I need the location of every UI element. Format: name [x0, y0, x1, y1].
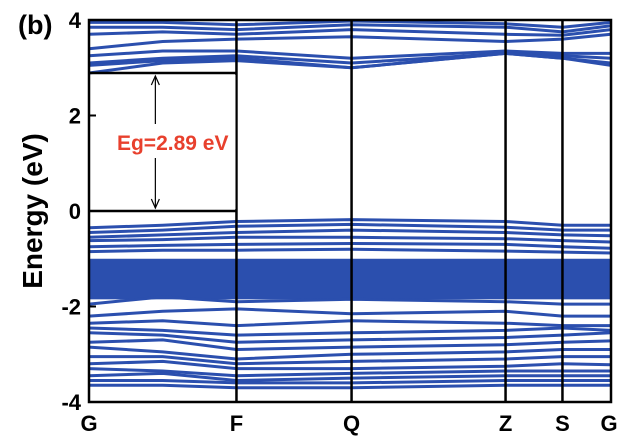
- valence-band-line: [89, 379, 611, 385]
- x-kpoint-label: Z: [499, 411, 512, 436]
- y-tick-label: -2: [61, 295, 81, 320]
- band-gap-annotation: Eg=2.89 eV: [89, 71, 237, 213]
- valence-band-continuum: [89, 258, 611, 300]
- conduction-band-line: [89, 32, 611, 51]
- x-kpoint-label: S: [555, 411, 570, 436]
- gap-region: [90, 75, 236, 209]
- x-kpoint-label: Q: [343, 411, 360, 436]
- valence-band-line: [89, 235, 611, 244]
- gap-arrow-head-up: [150, 74, 160, 86]
- y-axis: -4 -2 0 2 4: [61, 8, 96, 415]
- y-axis-label: Energy (eV): [17, 133, 48, 289]
- y-tick-label: 0: [69, 199, 81, 224]
- x-kpoint-label: F: [230, 411, 243, 436]
- x-kpoint-label: G: [600, 411, 617, 436]
- panel-label: (b): [18, 10, 52, 40]
- y-tick-label: 4: [69, 8, 82, 33]
- valence-band-line: [89, 383, 611, 390]
- y-tick-label: 2: [69, 104, 81, 129]
- valence-band-line: [89, 241, 611, 250]
- x-kpoint-label: G: [80, 411, 97, 436]
- gap-arrow-head-down: [150, 198, 160, 210]
- valence-band-line: [89, 326, 611, 337]
- valence-band-line: [89, 319, 611, 328]
- valence-band-line: [89, 307, 611, 318]
- valence-band-line: [89, 247, 611, 255]
- band-gap-label: Eg=2.89 eV: [117, 132, 229, 155]
- y-tick-label: -4: [61, 390, 81, 415]
